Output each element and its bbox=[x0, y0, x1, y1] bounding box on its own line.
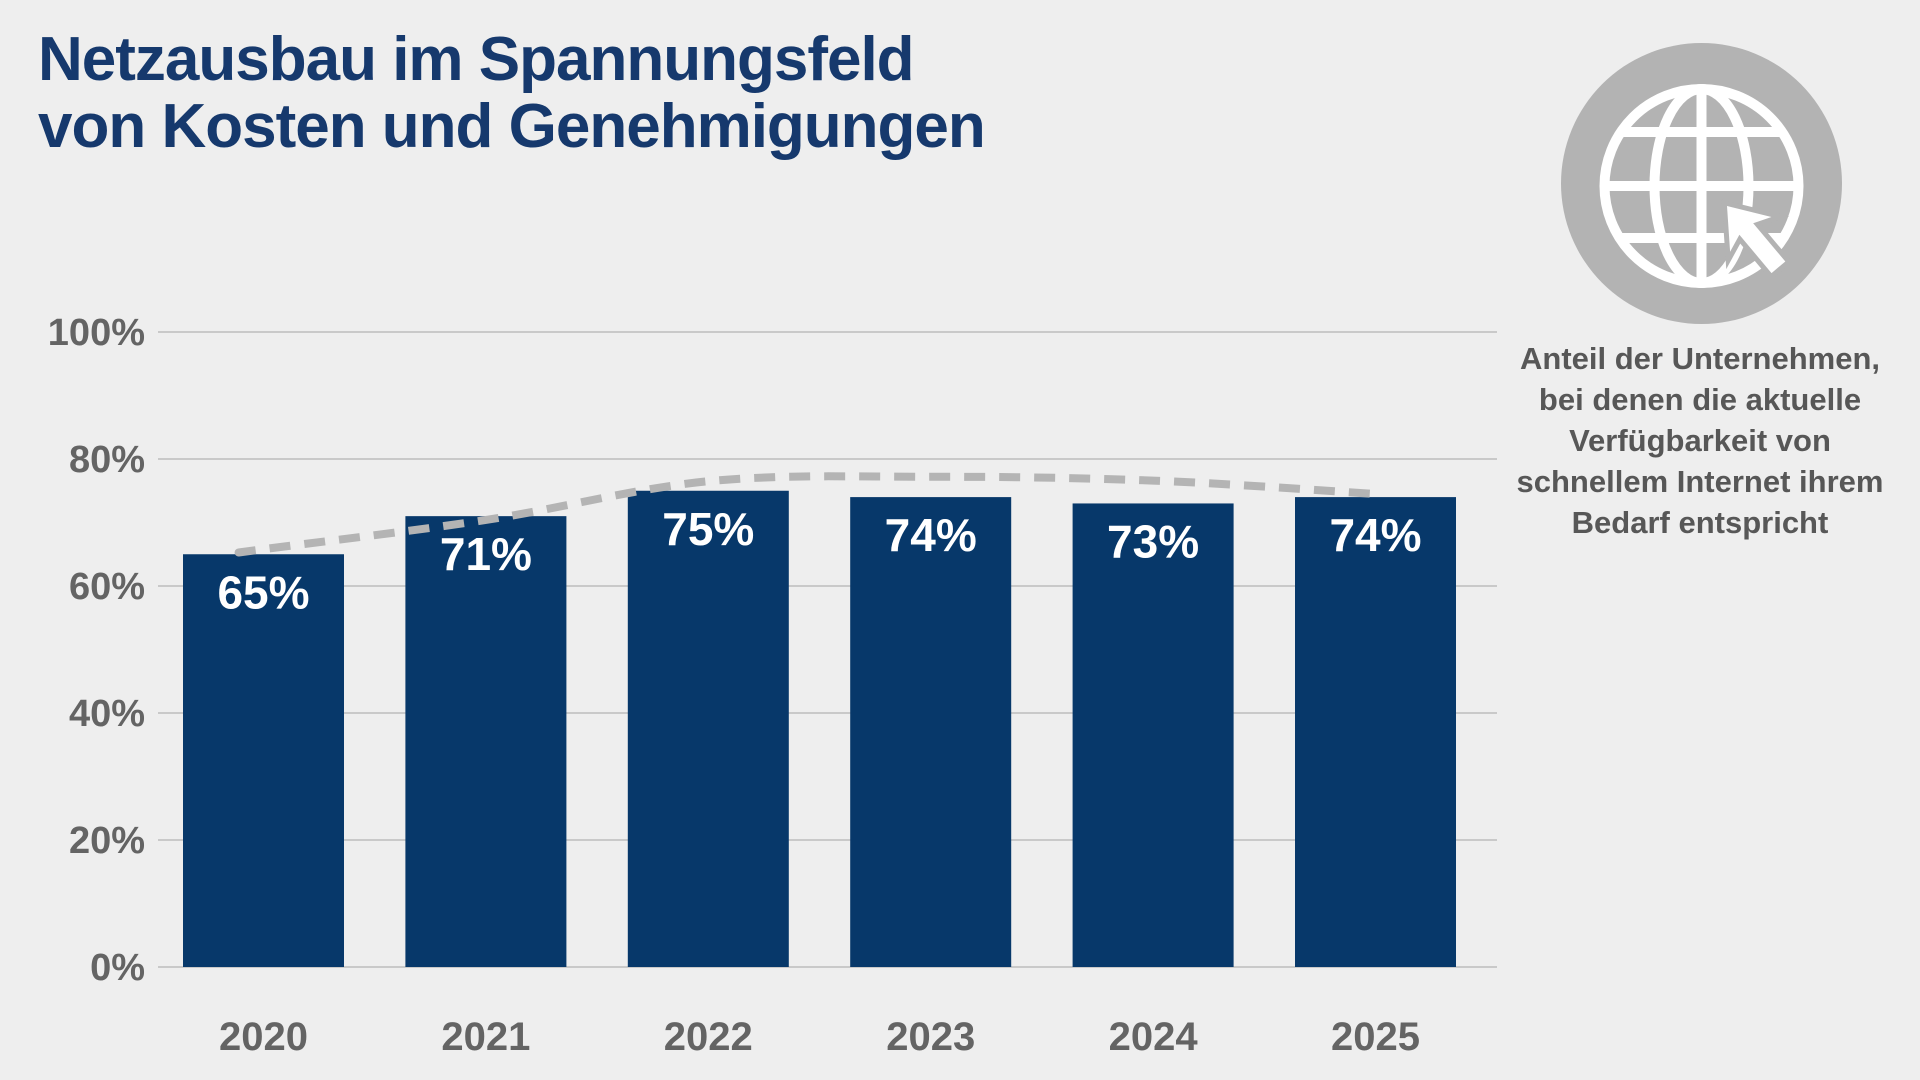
x-axis-label-2023: 2023 bbox=[886, 1015, 975, 1059]
x-axis-label-2025: 2025 bbox=[1331, 1015, 1420, 1059]
bar-value-label-2024: 73% bbox=[1107, 515, 1199, 567]
y-axis-label-20: 20% bbox=[69, 820, 145, 862]
chart-title: Netzausbau im Spannungsfeld von Kosten u… bbox=[38, 25, 986, 161]
bar-2022 bbox=[627, 490, 789, 967]
y-axis-label-60: 60% bbox=[69, 566, 145, 608]
trend-dashed-line bbox=[234, 472, 1376, 557]
x-axis-label-2020: 2020 bbox=[219, 1015, 308, 1059]
bar-2023 bbox=[850, 497, 1012, 967]
bar-value-label-2020: 65% bbox=[217, 566, 309, 618]
y-axis-label-40: 40% bbox=[69, 693, 145, 735]
globe-glyph bbox=[1599, 84, 1804, 288]
bar-2020 bbox=[183, 554, 344, 967]
chart-annotation: Anteil der Unternehmen, bei denen die ak… bbox=[1516, 341, 1884, 540]
x-axis-label-2021: 2021 bbox=[441, 1015, 530, 1059]
bar-value-label-2023: 74% bbox=[885, 509, 977, 561]
globe-cursor-icon bbox=[1561, 43, 1842, 324]
x-axis-label-2022: 2022 bbox=[664, 1015, 753, 1059]
bar-value-label-2022: 75% bbox=[662, 503, 754, 555]
bar-value-label-2021: 71% bbox=[440, 528, 532, 580]
y-axis-label-80: 80% bbox=[69, 439, 145, 481]
y-axis-label-100: 100% bbox=[48, 312, 145, 354]
bar-2021 bbox=[405, 516, 567, 967]
bar-2024 bbox=[1072, 503, 1234, 967]
bar-2025 bbox=[1295, 497, 1456, 967]
bar-value-label-2025: 74% bbox=[1329, 509, 1421, 561]
cursor-arrow-icon bbox=[1721, 199, 1793, 281]
x-axis-label-2024: 2024 bbox=[1109, 1015, 1199, 1059]
y-axis-label-0: 0% bbox=[90, 947, 145, 989]
